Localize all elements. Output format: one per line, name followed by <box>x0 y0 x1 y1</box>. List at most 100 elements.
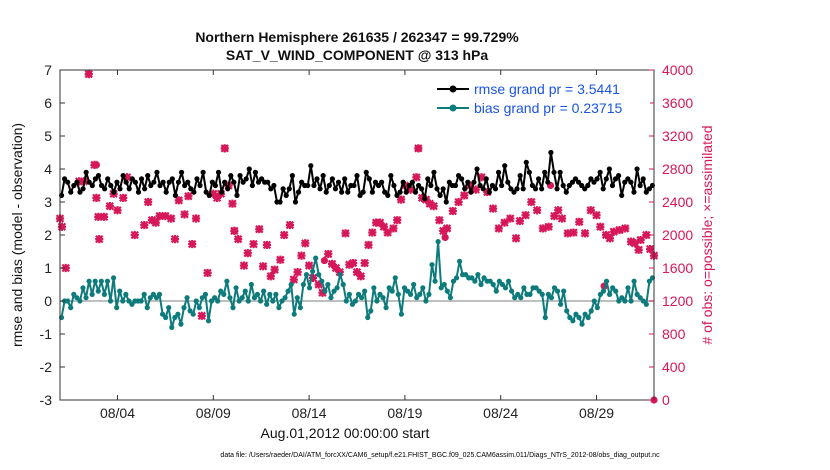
bias-point <box>172 314 178 321</box>
y-left-tick-label: 6 <box>44 95 52 111</box>
obs-assimilated-marker <box>140 220 149 230</box>
bias-point <box>178 321 184 327</box>
rmse-point <box>354 173 360 179</box>
obs-assimilated-marker <box>383 228 392 237</box>
rmse-point <box>166 179 172 185</box>
bias-point <box>377 291 383 297</box>
rmse-point <box>351 182 357 189</box>
bias-point <box>426 291 432 297</box>
rmse-point <box>123 179 129 185</box>
bias-point <box>386 285 392 291</box>
obs-assimilated-marker <box>375 218 385 227</box>
bias-point <box>196 305 202 311</box>
rmse-point <box>74 179 80 185</box>
bias-point <box>150 291 156 297</box>
obs-assimilated-marker <box>331 263 341 273</box>
bias-point <box>441 281 447 288</box>
bias-point <box>352 298 359 304</box>
bias-point <box>365 314 371 321</box>
rmse-point <box>431 169 437 175</box>
obs-assimilated-marker <box>188 239 197 249</box>
bias-point <box>515 291 521 297</box>
bias-point <box>325 281 331 288</box>
bias-point <box>159 311 166 317</box>
bias-point <box>92 278 98 284</box>
bias-point <box>444 288 450 294</box>
rmse-point <box>616 173 622 179</box>
bias-point <box>429 262 435 268</box>
bias-point <box>407 291 414 297</box>
obs-assimilated-marker <box>356 272 366 281</box>
data-file-footnote: data file: /Users/raeder/DAI/ATM_forcXX/… <box>220 452 660 459</box>
bias-point <box>472 278 478 284</box>
obs-assimilated-marker <box>596 222 605 231</box>
rmse-point <box>268 186 274 192</box>
obs-assimilated-marker <box>212 193 222 203</box>
rmse-point <box>172 192 179 198</box>
bias-point <box>389 288 395 294</box>
obs-assimilated-marker <box>527 197 536 207</box>
obs-assimilated-marker <box>234 234 243 244</box>
obs-assimilated-marker <box>360 258 369 268</box>
rmse-point <box>499 182 505 189</box>
bias-point <box>71 291 77 297</box>
bias-point <box>98 278 104 284</box>
rmse-point <box>209 179 215 185</box>
rmse-point <box>77 189 83 195</box>
bias-point <box>597 291 604 297</box>
rmse-point <box>572 176 579 182</box>
bias-point <box>248 281 254 288</box>
obs-assimilated-marker <box>341 229 350 238</box>
bias-point <box>423 298 429 304</box>
bias-point <box>257 298 264 304</box>
x-tick-label: 08/04 <box>100 405 135 421</box>
rmse-point <box>92 176 98 182</box>
bias-point <box>358 295 365 301</box>
bias-point <box>432 278 438 284</box>
bias-point <box>346 291 352 297</box>
bias-point <box>404 288 411 294</box>
obs-assimilated-marker <box>130 230 139 240</box>
y-axis-right-label: # of obs: o=possible; ×=assimilated <box>699 125 715 344</box>
obs-assimilated-marker <box>314 280 323 289</box>
obs-assimilated-marker <box>554 206 563 215</box>
rmse-point <box>206 192 212 198</box>
rmse-point <box>200 169 206 175</box>
rmse-point <box>462 186 468 192</box>
obs-assimilated-marker <box>348 258 358 268</box>
bias-point <box>536 288 542 294</box>
x-tick-label: 08/09 <box>196 405 231 421</box>
bias-point <box>202 291 209 297</box>
bias-point <box>218 288 224 294</box>
legend: rmse grand pr = 3.5441 bias grand pr = 0… <box>430 78 650 118</box>
bias-point <box>420 285 426 291</box>
rmse-point <box>459 176 465 182</box>
obs-assimilated-marker <box>304 261 314 270</box>
obs-assimilated-marker <box>532 206 542 215</box>
obs-assimilated-marker <box>94 212 103 222</box>
obs-assimilated-marker <box>460 191 469 200</box>
rmse-point <box>339 189 345 195</box>
rmse-point <box>151 179 157 185</box>
rmse-point <box>508 186 514 192</box>
rmse-point <box>308 163 314 169</box>
rmse-point <box>89 182 95 189</box>
bias-point <box>481 275 487 281</box>
obs-assimilated-marker <box>151 218 160 227</box>
bias-point <box>242 288 248 294</box>
rmse-point <box>563 189 569 195</box>
obs-assimilated-marker <box>301 239 310 248</box>
rmse-point <box>455 173 462 179</box>
rmse-point <box>289 173 295 179</box>
bias-point <box>279 298 285 304</box>
obs-assimilated-marker <box>412 173 421 182</box>
obs-assimilated-marker <box>170 234 180 244</box>
rmse-point <box>415 182 422 189</box>
obs-assimilated-marker <box>293 267 302 277</box>
rmse-point <box>582 186 588 192</box>
obs-assimilated-marker <box>161 211 170 221</box>
obs-assimilated-marker <box>270 265 279 274</box>
obs-possible-marker <box>221 144 229 152</box>
y-left-tick-label: -1 <box>40 326 53 342</box>
